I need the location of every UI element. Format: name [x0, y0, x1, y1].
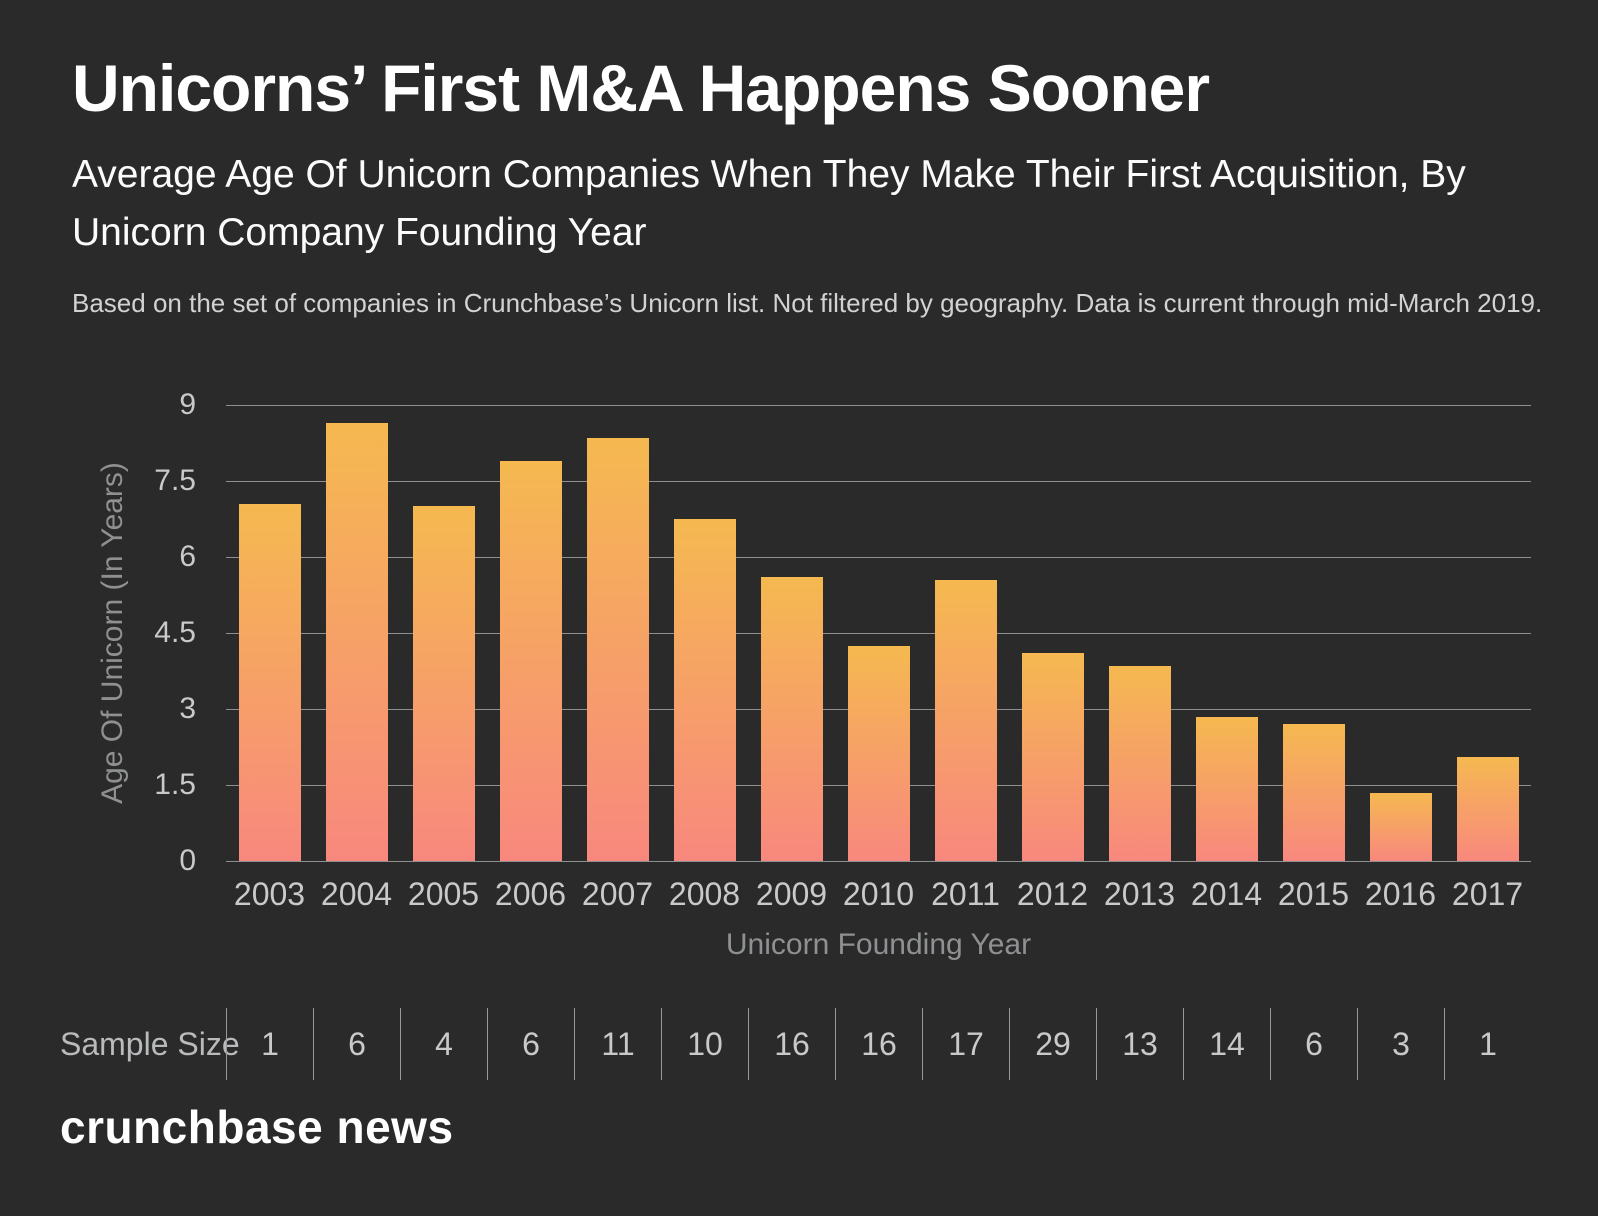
- y-tick-7.5: 7.5: [154, 464, 196, 497]
- bar-column-2015: [1270, 405, 1357, 861]
- bar-column-2016: [1357, 405, 1444, 861]
- plot-area: [226, 405, 1531, 862]
- x-tick-2013: 2013: [1103, 876, 1176, 912]
- bar-column-2009: [748, 405, 835, 861]
- x-tick-2010: 2010: [842, 876, 915, 912]
- x-tick-2003: 2003: [233, 876, 306, 912]
- chart-subtitle: Average Age Of Unicorn Companies When Th…: [72, 153, 1466, 254]
- bar-2014: [1195, 716, 1258, 861]
- x-axis-tick-labels: 2003 2004 2005 2006 2007 2008 2009 2010 2011 2012…: [226, 876, 1531, 913]
- bar-2007: [586, 437, 649, 861]
- bar-2005: [412, 506, 475, 861]
- bar-2009: [760, 577, 823, 861]
- y-tick-0: 0: [179, 844, 196, 877]
- bar-column-2017: [1444, 405, 1531, 861]
- x-tick-2012: 2012: [1016, 876, 1089, 912]
- bar-2012: [1021, 653, 1084, 861]
- bar-column-2010: [835, 405, 922, 861]
- y-axis-tick-labels: 0 1.5 3 4.5 6 7.5 9: [0, 388, 196, 877]
- bar-column-2012: [1009, 405, 1096, 861]
- y-tick-1.5: 1.5: [154, 768, 196, 801]
- sample-size-2013: 13: [1096, 1008, 1183, 1080]
- bar-column-2004: [313, 405, 400, 861]
- sample-size-2003: 1: [226, 1008, 313, 1080]
- x-tick-2008: 2008: [668, 876, 741, 912]
- sample-size-2004: 6: [313, 1008, 400, 1080]
- sample-size-2008: 10: [661, 1008, 748, 1080]
- bar-2010: [847, 645, 910, 861]
- x-tick-2015: 2015: [1277, 876, 1350, 912]
- sample-size-2017: 1: [1444, 1008, 1531, 1080]
- page-title: Unicorns’ First M&A Happens Sooner: [72, 51, 1210, 125]
- x-tick-2016: 2016: [1364, 876, 1437, 912]
- x-tick-2007: 2007: [581, 876, 654, 912]
- bar-column-2007: [574, 405, 661, 861]
- bar-2008: [673, 519, 736, 861]
- x-tick-2017: 2017: [1451, 876, 1524, 912]
- x-tick-2004: 2004: [320, 876, 393, 912]
- y-tick-9: 9: [179, 388, 196, 421]
- sample-size-2005: 4: [400, 1008, 487, 1080]
- bar-2015: [1282, 724, 1345, 861]
- gridline-6: [226, 556, 1531, 558]
- bars-container: [226, 405, 1531, 861]
- bar-column-2006: [487, 405, 574, 861]
- x-tick-2014: 2014: [1190, 876, 1263, 912]
- bar-column-2005: [400, 405, 487, 861]
- bar-column-2011: [922, 405, 1009, 861]
- bar-2011: [934, 579, 997, 861]
- sample-size-values-row: 1 6 4 6 11 10 16 16 17 29 13 14 6 3 1: [226, 1008, 1531, 1080]
- gridline-0: [226, 861, 1531, 862]
- x-tick-2006: 2006: [494, 876, 567, 912]
- sample-size-2012: 29: [1009, 1008, 1096, 1080]
- x-axis-title: Unicorn Founding Year: [725, 928, 1032, 961]
- sample-size-2007: 11: [574, 1008, 661, 1080]
- methodology-note: Based on the set of companies in Crunchb…: [72, 288, 1543, 318]
- bar-column-2008: [661, 405, 748, 861]
- x-tick-2009: 2009: [755, 876, 828, 912]
- sample-size-2006: 6: [487, 1008, 574, 1080]
- sample-size-2015: 6: [1270, 1008, 1357, 1080]
- bar-2004: [325, 422, 388, 861]
- gridline-4.5: [226, 633, 1531, 634]
- y-tick-4.5: 4.5: [154, 616, 196, 649]
- y-tick-3: 3: [179, 692, 196, 725]
- gridline-7.5: [226, 480, 1531, 482]
- x-tick-2011: 2011: [931, 876, 1000, 912]
- sample-size-2014: 14: [1183, 1008, 1270, 1080]
- sample-size-2016: 3: [1357, 1008, 1444, 1080]
- bar-2003: [238, 503, 301, 861]
- sample-size-2009: 16: [748, 1008, 835, 1080]
- bar-column-2003: [226, 405, 313, 861]
- gridline-9: [226, 405, 1531, 406]
- sample-size-2010: 16: [835, 1008, 922, 1080]
- bar-2006: [499, 460, 562, 861]
- crunchbase-news-logo: crunchbase news: [60, 1101, 454, 1153]
- y-tick-6: 6: [179, 540, 196, 573]
- bar-2016: [1369, 792, 1432, 861]
- bar-column-2014: [1183, 405, 1270, 861]
- bar-2017: [1456, 757, 1519, 861]
- bar-2013: [1108, 665, 1171, 861]
- x-tick-2005: 2005: [407, 876, 480, 912]
- sample-size-2011: 17: [922, 1008, 1009, 1080]
- sample-size-label: Sample Size: [60, 1026, 240, 1062]
- bar-column-2013: [1096, 405, 1183, 861]
